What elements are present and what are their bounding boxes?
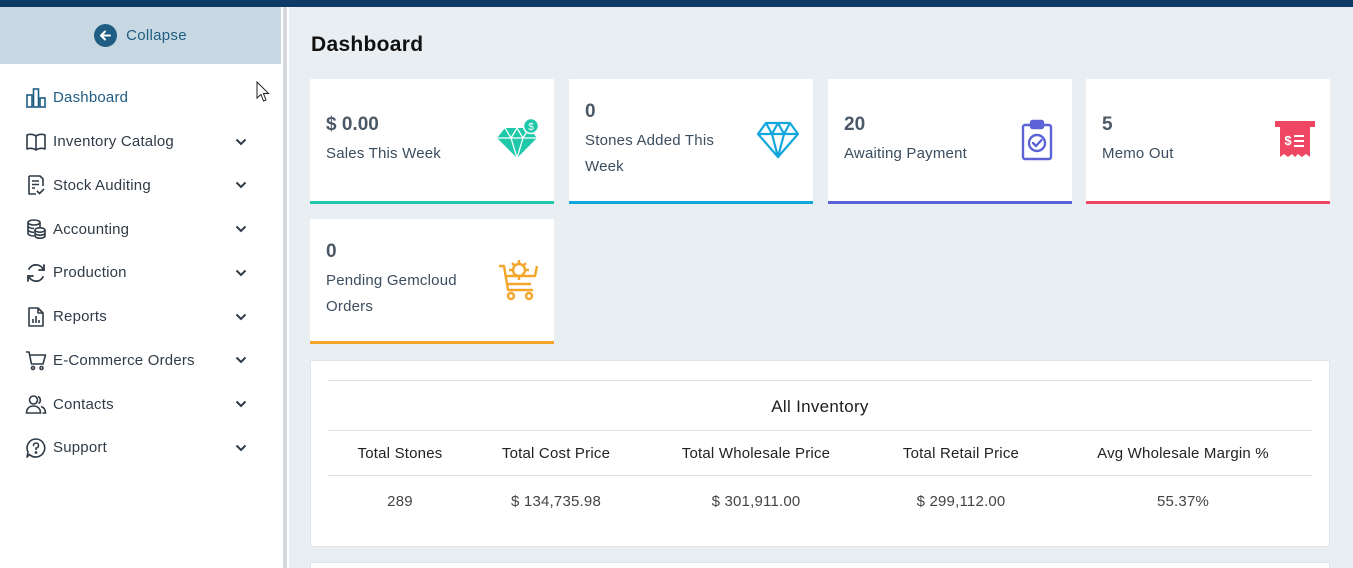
table-cell: $ 134,735.98 [511, 493, 601, 510]
table-cell: 289 [387, 493, 413, 510]
diamond-dollar-icon: $ [496, 117, 542, 163]
stat-card-memo-out[interactable]: 5 Memo Out $ [1086, 79, 1330, 204]
stat-card-pending-gemcloud-orders[interactable]: 0 Pending Gemcloud Orders [310, 219, 554, 344]
card-accent-bar [310, 341, 554, 344]
sidebar-item-label: Support [53, 439, 107, 457]
cart-icon [24, 348, 48, 372]
stat-card-awaiting-payment[interactable]: 20 Awaiting Payment [828, 79, 1072, 204]
table-cell: 55.37% [1156, 493, 1210, 510]
sidebar-item-label: Dashboard [53, 89, 129, 107]
sidebar-item-label: Reports [53, 308, 107, 326]
sidebar-item-label: Production [53, 264, 127, 282]
mouse-pointer-icon [256, 81, 270, 102]
stat-value: 0 [585, 101, 596, 122]
column-header: Total Cost Price [501, 445, 611, 462]
column-header: Total Wholesale Price [681, 445, 831, 462]
sidebar-item-accounting[interactable]: Accounting [0, 207, 281, 251]
receipt-icon: $ [1272, 117, 1318, 163]
divider [328, 475, 1312, 476]
sidebar-item-stock-auditing[interactable]: Stock Auditing [0, 164, 281, 208]
users-icon [24, 392, 48, 416]
stat-label: Memo Out [1102, 145, 1174, 162]
collapse-label: Collapse [126, 27, 187, 44]
book-icon [24, 130, 48, 154]
panel-title: All Inventory [771, 397, 869, 416]
chevron-down-icon [234, 266, 248, 280]
stat-value: 5 [1102, 114, 1113, 135]
divider [328, 380, 1312, 381]
all-inventory-panel: All Inventory Total Stones Total Cost Pr… [310, 360, 1330, 547]
stat-card-stones-added[interactable]: 0 Stones Added This Week [569, 79, 813, 204]
divider [328, 430, 1312, 431]
sidebar-item-label: Accounting [53, 220, 130, 238]
chevron-down-icon [234, 222, 248, 236]
chevron-down-icon [234, 135, 248, 149]
card-accent-bar [1086, 201, 1330, 204]
chevron-down-icon [234, 397, 248, 411]
svg-text:$: $ [1284, 133, 1292, 148]
stat-label: Pending Gemcloud Orders [326, 272, 457, 315]
chevron-down-icon [234, 310, 248, 324]
sidebar: Collapse Dashboard Inventory Catalog Sto… [0, 7, 281, 568]
sidebar-item-label: Contacts [53, 395, 114, 413]
column-header: Total Retail Price [902, 445, 1020, 462]
sidebar-item-contacts[interactable]: Contacts [0, 382, 281, 426]
chevron-down-icon [234, 178, 248, 192]
column-header: Total Stones [357, 445, 443, 462]
table-cell: $ 299,112.00 [916, 493, 1006, 510]
sidebar-scrollbar[interactable] [283, 7, 287, 568]
stat-value: 20 [844, 114, 866, 135]
chevron-down-icon [234, 441, 248, 455]
sidebar-item-production[interactable]: Production [0, 251, 281, 295]
sidebar-item-label: Inventory Catalog [53, 133, 174, 151]
top-bar [0, 0, 1353, 7]
stat-value: 0 [326, 241, 337, 262]
stat-value: $ 0.00 [326, 114, 379, 135]
coins-icon [24, 217, 48, 241]
page-title: Dashboard [311, 33, 424, 56]
bar-chart-icon [24, 86, 48, 110]
sidebar-nav: Dashboard Inventory Catalog Stock Auditi… [0, 76, 281, 470]
gem-cart-icon [496, 257, 542, 303]
sidebar-item-inventory-catalog[interactable]: Inventory Catalog [0, 120, 281, 164]
diamond-icon [755, 117, 801, 163]
sidebar-item-support[interactable]: Support [0, 426, 281, 470]
sidebar-item-label: Stock Auditing [53, 176, 151, 194]
column-header: Avg Wholesale Margin % [1097, 445, 1269, 462]
sidebar-item-label: E-Commerce Orders [53, 351, 195, 369]
sidebar-item-dashboard[interactable]: Dashboard [0, 76, 281, 120]
card-accent-bar [569, 201, 813, 204]
stat-card-sales-this-week[interactable]: $ 0.00 Sales This Week $ [310, 79, 554, 204]
help-icon [24, 436, 48, 460]
checklist-icon [24, 173, 48, 197]
stat-label: Stones Added This Week [585, 132, 715, 175]
sidebar-item-reports[interactable]: Reports [0, 295, 281, 339]
chevron-down-icon [234, 353, 248, 367]
arrow-left-icon [94, 24, 118, 47]
card-accent-bar [310, 201, 554, 204]
report-icon [24, 305, 48, 329]
clipboard-check-icon [1014, 117, 1060, 163]
stat-label: Sales This Week [326, 145, 441, 162]
stat-label: Awaiting Payment [844, 145, 967, 162]
card-accent-bar [828, 201, 1072, 204]
sidebar-item-e-commerce-orders[interactable]: E-Commerce Orders [0, 339, 281, 383]
svg-text:$: $ [528, 122, 534, 133]
collapse-button[interactable]: Collapse [0, 7, 281, 64]
refresh-icon [24, 261, 48, 285]
next-panel [310, 562, 1330, 568]
table-cell: $ 301,911.00 [711, 493, 801, 510]
